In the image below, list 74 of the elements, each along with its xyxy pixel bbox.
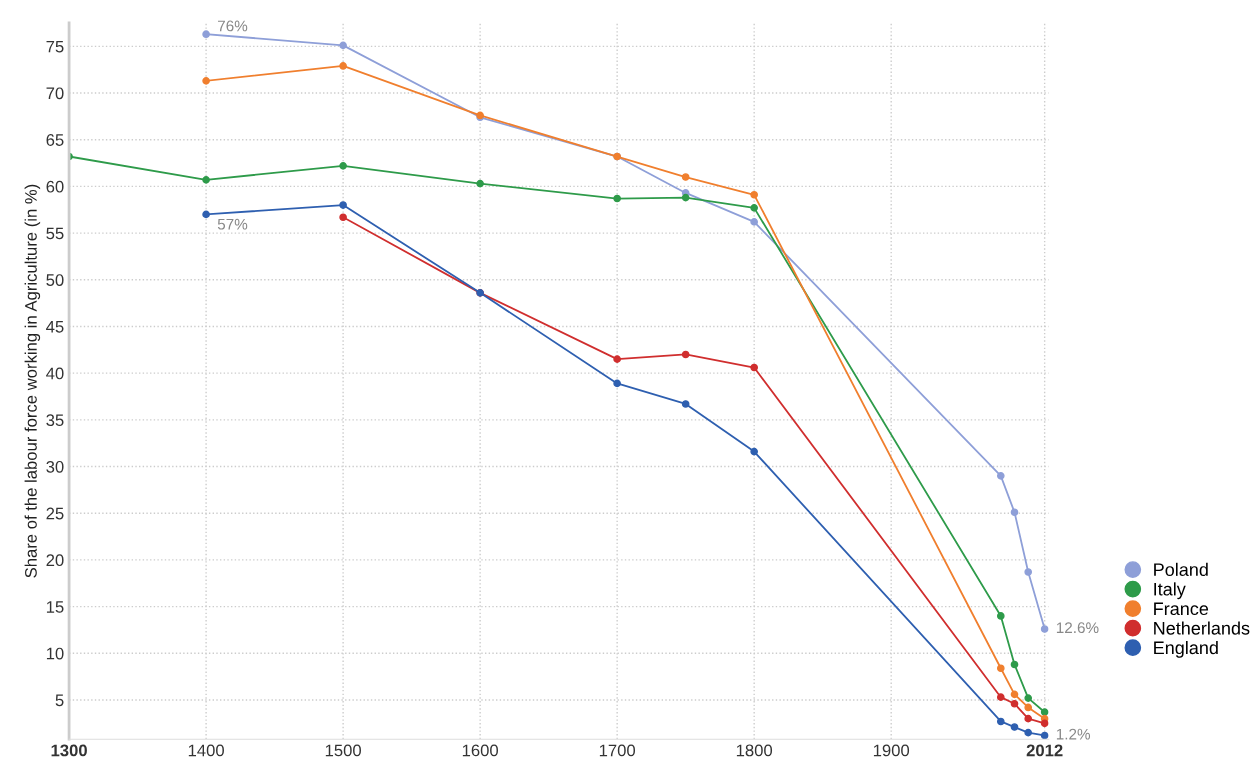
x-tick-label: 1400: [188, 744, 224, 757]
y-tick-label: 10: [46, 647, 64, 660]
point: [681, 193, 690, 202]
y-tick-label: 40: [46, 367, 64, 380]
point: [681, 400, 690, 408]
y-tick-label: 5: [55, 694, 64, 707]
x-tick-label: 1700: [599, 744, 636, 757]
point: [681, 173, 690, 181]
x-tick-label: 1500: [325, 744, 361, 757]
point: [750, 363, 758, 372]
point: [202, 77, 210, 85]
legend-label: Poland: [1154, 562, 1208, 577]
y-tick-label: 75: [46, 40, 64, 53]
point: [996, 664, 1005, 673]
point: [613, 379, 621, 388]
point: [750, 190, 758, 199]
x-tick-label: 1300: [51, 744, 87, 757]
y-tick-label: 70: [46, 87, 64, 100]
point: [1024, 728, 1033, 737]
y-tick-label: 35: [46, 414, 64, 427]
data-label: 57%: [217, 218, 248, 230]
point: [750, 218, 758, 226]
y-tick-label: 25: [46, 507, 64, 520]
data-label: 1.2%: [1056, 728, 1091, 740]
point: [996, 612, 1005, 620]
point: [202, 176, 210, 184]
point: [339, 162, 347, 170]
x-tick-label: 1600: [462, 744, 499, 757]
point: [996, 693, 1005, 701]
point: [613, 355, 621, 363]
point: [1024, 694, 1033, 702]
point: [339, 41, 347, 50]
point: [1010, 508, 1019, 517]
y-tick-label: 50: [46, 274, 64, 286]
point: [1040, 625, 1049, 633]
point: [996, 472, 1005, 480]
y-tick-label: 15: [46, 601, 64, 613]
point: [1040, 719, 1049, 728]
point: [1024, 568, 1033, 576]
point: [339, 213, 347, 222]
point: [1010, 660, 1019, 669]
y-tick-label: 30: [46, 460, 64, 473]
y-tick-label: 60: [46, 180, 64, 193]
legend-label: Italy: [1154, 582, 1186, 600]
point: [476, 179, 484, 188]
data-label: 76%: [217, 20, 248, 32]
legend-label: France: [1154, 602, 1209, 616]
point: [996, 717, 1005, 726]
x-tick-label: 2012: [1026, 744, 1063, 757]
x-tick-label: 1800: [736, 744, 773, 757]
y-tick-label: 55: [46, 227, 64, 240]
point: [613, 194, 621, 203]
data-label: 12.6%: [1056, 622, 1099, 634]
point: [681, 350, 690, 359]
point: [202, 30, 210, 39]
point: [1040, 708, 1049, 716]
legend-label: England: [1154, 640, 1218, 658]
point: [750, 447, 758, 456]
y-tick-label: 20: [46, 554, 64, 567]
y-tick-label: 45: [46, 321, 64, 333]
y-axis-title: Share of the labour force working in Agriculture (in %): [24, 184, 41, 578]
point: [1010, 723, 1019, 731]
point: [750, 204, 758, 212]
point: [339, 201, 347, 209]
point: [1024, 703, 1033, 712]
point: [1040, 731, 1049, 740]
point: [339, 62, 347, 70]
point: [1010, 699, 1019, 708]
point: [1024, 714, 1033, 723]
legend-label: Netherlands: [1154, 621, 1250, 635]
point: [1010, 690, 1019, 699]
y-tick-label: 65: [46, 134, 64, 146]
point: [202, 210, 210, 219]
x-tick-label: 1900: [873, 744, 910, 757]
